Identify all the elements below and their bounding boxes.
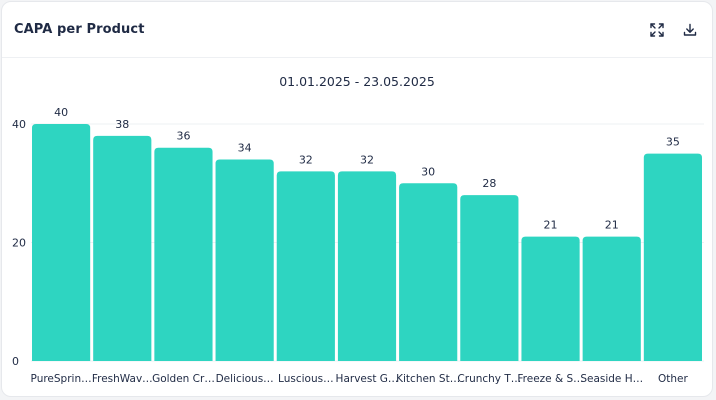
- x-tick-label: Kitchen St…: [396, 373, 460, 385]
- bar-value-label: 38: [115, 118, 129, 131]
- bar[interactable]: [93, 135, 152, 361]
- x-tick-label: Golden Cr…: [152, 373, 215, 385]
- x-tick-label: Harvest G…: [336, 373, 399, 385]
- bar-value-label: 35: [666, 136, 680, 149]
- download-icon: [683, 23, 697, 36]
- bar-value-label: 34: [238, 142, 252, 155]
- bar-value-label: 21: [544, 219, 558, 232]
- x-tick-label: Other: [658, 373, 688, 385]
- bar[interactable]: [399, 183, 458, 361]
- x-tick-label: FreshWav…: [92, 373, 153, 385]
- bar[interactable]: [276, 171, 335, 361]
- x-tick-label: Seaside H…: [580, 373, 643, 385]
- bar-value-label: 32: [360, 153, 374, 166]
- bar[interactable]: [154, 147, 213, 361]
- x-tick-label: PureSprin…: [31, 373, 92, 385]
- bar[interactable]: [643, 153, 702, 361]
- bar-value-label: 28: [482, 177, 496, 190]
- x-tick-label: Crunchy T…: [457, 373, 521, 385]
- bar-value-label: 40: [54, 106, 68, 119]
- x-tick-label: Freeze & S…: [517, 373, 583, 385]
- bar[interactable]: [521, 236, 580, 361]
- card-title: CAPA per Product: [14, 22, 145, 37]
- bar[interactable]: [460, 195, 519, 361]
- bar-value-label: 21: [605, 219, 619, 232]
- bar-value-label: 32: [299, 153, 313, 166]
- bar-value-label: 36: [176, 130, 190, 143]
- bar-value-label: 30: [421, 165, 435, 178]
- y-tick-label: 0: [12, 355, 19, 368]
- card-header: CAPA per Product: [2, 2, 712, 58]
- expand-icon: [650, 23, 664, 37]
- bar[interactable]: [582, 236, 641, 361]
- bar[interactable]: [32, 124, 91, 361]
- x-tick-label: Luscious…: [278, 373, 334, 385]
- bar[interactable]: [337, 171, 397, 361]
- expand-button[interactable]: [648, 21, 666, 39]
- y-tick-label: 40: [12, 118, 26, 131]
- bar[interactable]: [215, 159, 274, 361]
- y-tick-label: 20: [12, 237, 26, 250]
- download-button[interactable]: [681, 21, 699, 39]
- chart-title: 01.01.2025 - 23.05.2025: [279, 74, 435, 89]
- x-tick-label: Delicious…: [216, 373, 274, 385]
